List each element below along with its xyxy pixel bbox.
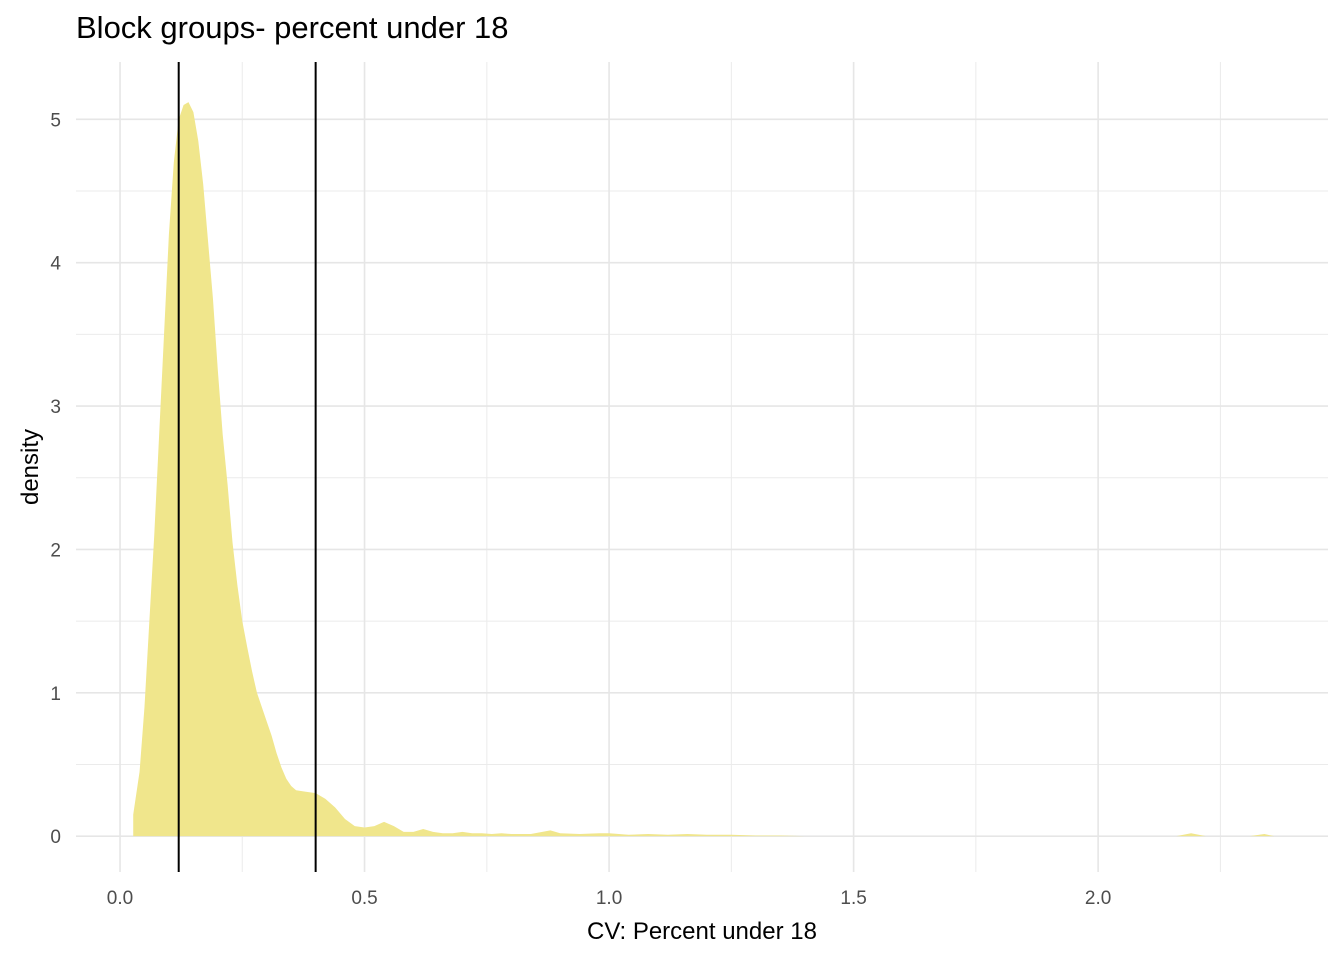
x-axis-title: CV: Percent under 18 (587, 918, 817, 945)
minor-gridlines (76, 62, 1328, 872)
y-tick-label: 3 (50, 397, 61, 418)
x-axis-tick-labels: 0.0 0.5 1.0 1.5 2.0 (107, 888, 1112, 909)
x-tick-label: 1.0 (596, 888, 622, 909)
y-axis-title: density (17, 429, 44, 505)
y-tick-label: 5 (50, 110, 61, 131)
chart-title: Block groups- percent under 18 (76, 10, 509, 45)
y-axis-tick-labels: 0 1 2 3 4 5 (50, 110, 61, 848)
y-tick-label: 2 (50, 540, 61, 561)
x-tick-label: 0.5 (351, 888, 377, 909)
x-tick-label: 0.0 (107, 888, 133, 909)
y-tick-label: 4 (50, 254, 61, 275)
x-tick-label: 1.5 (840, 888, 866, 909)
reference-lines (177, 62, 317, 872)
density-area-layer (133, 102, 1275, 837)
x-tick-label: 2.0 (1085, 888, 1111, 909)
y-tick-label: 1 (50, 684, 61, 705)
density-area (133, 102, 1275, 837)
y-tick-label: 0 (50, 827, 61, 848)
